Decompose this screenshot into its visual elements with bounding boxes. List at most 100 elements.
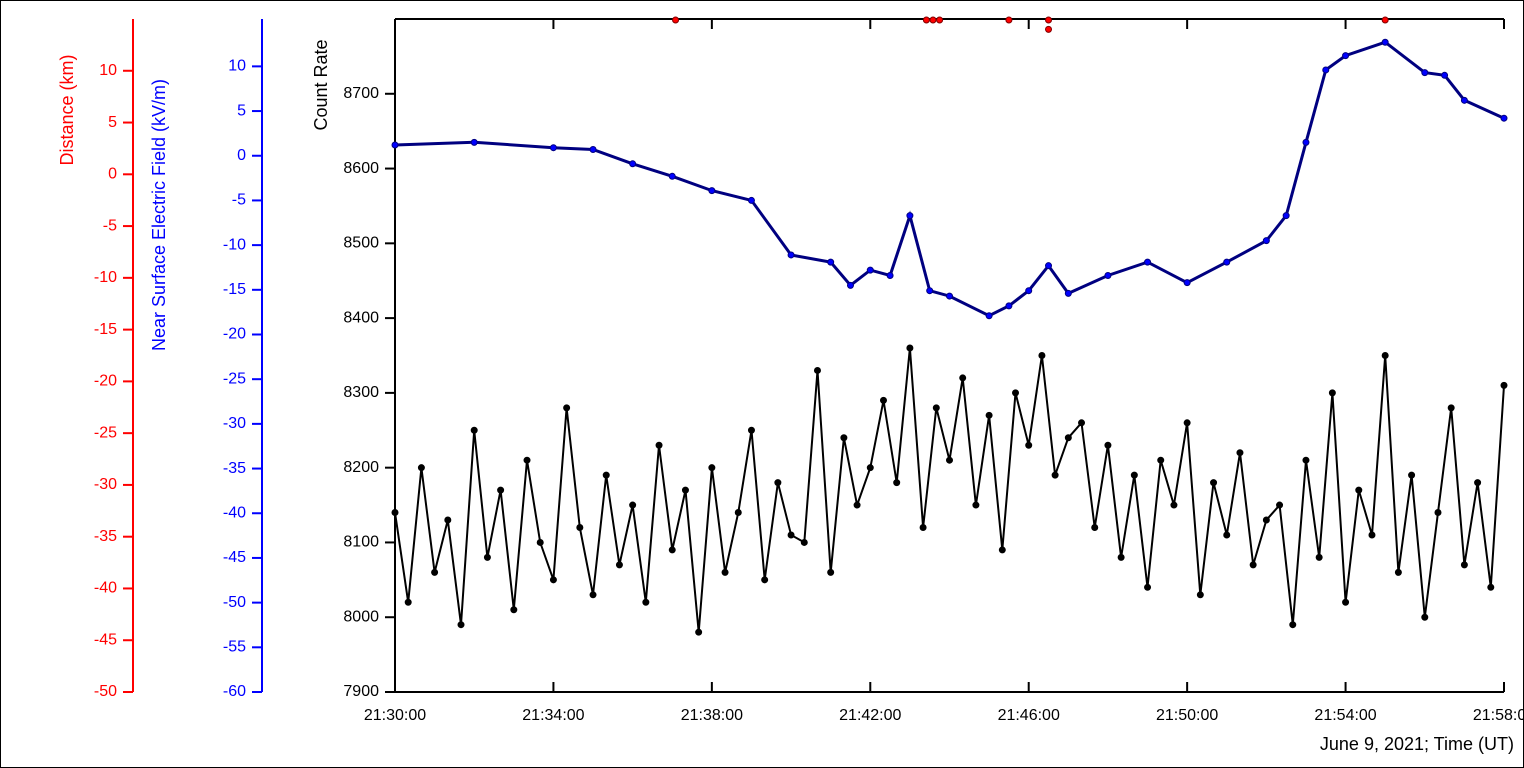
data-point xyxy=(1500,381,1508,389)
data-point xyxy=(1025,287,1033,295)
data-point xyxy=(1460,96,1468,104)
data-point xyxy=(1322,66,1330,74)
x-tick-label: 21:34:00 xyxy=(522,707,584,724)
data-point xyxy=(1381,38,1389,46)
data-point xyxy=(827,568,835,576)
data-point xyxy=(1262,237,1270,245)
data-point xyxy=(391,141,399,149)
y-tick-label: -20 xyxy=(94,373,117,390)
data-point xyxy=(1078,419,1086,427)
data-point xyxy=(1223,531,1231,539)
data-point xyxy=(629,160,637,168)
data-point xyxy=(417,464,425,472)
data-point xyxy=(1302,138,1310,146)
x-tick-label: 21:38:00 xyxy=(681,707,743,724)
data-point xyxy=(1421,69,1429,77)
data-point xyxy=(1315,553,1323,561)
data-point xyxy=(866,464,874,472)
data-point xyxy=(483,553,491,561)
data-point xyxy=(1005,302,1013,310)
x-label: June 9, 2021; Time (UT) xyxy=(1320,734,1514,754)
data-point xyxy=(1064,434,1072,442)
data-point xyxy=(1394,568,1402,576)
data-point xyxy=(998,546,1006,554)
y-tick-label: 8700 xyxy=(343,85,379,102)
data-point xyxy=(886,272,894,280)
data-point xyxy=(1104,272,1112,280)
data-point xyxy=(1045,25,1053,33)
data-point xyxy=(813,366,821,374)
data-point xyxy=(695,628,703,636)
y-tick-label: 8300 xyxy=(343,384,379,401)
y-tick-label: -5 xyxy=(232,192,246,209)
y-tick-label: 8600 xyxy=(343,160,379,177)
data-point xyxy=(1045,262,1053,270)
y-tick-label: 8500 xyxy=(343,235,379,252)
y-tick-label: 5 xyxy=(237,102,246,119)
data-point xyxy=(549,576,557,584)
y-tick-label: -45 xyxy=(223,549,246,566)
data-point xyxy=(1441,71,1449,79)
data-point xyxy=(879,396,887,404)
data-point xyxy=(1302,456,1310,464)
x-tick-label: 21:42:00 xyxy=(839,707,901,724)
data-point xyxy=(1408,471,1416,479)
data-point xyxy=(1434,509,1442,517)
y-tick-label: -35 xyxy=(94,528,117,545)
data-point xyxy=(926,287,934,295)
data-point xyxy=(1381,352,1389,359)
y-tick-label: -20 xyxy=(223,326,246,343)
data-point xyxy=(1051,471,1059,479)
data-point xyxy=(1282,212,1290,220)
data-point xyxy=(846,281,854,289)
data-point xyxy=(929,16,937,24)
data-point xyxy=(1196,591,1204,599)
data-point xyxy=(470,138,478,146)
data-point xyxy=(840,434,848,442)
data-point xyxy=(563,404,571,412)
y-tick-label: -60 xyxy=(223,683,246,700)
y-tick-label: -25 xyxy=(223,370,246,387)
y-tick-label: -35 xyxy=(223,460,246,477)
data-point xyxy=(708,187,716,195)
y-tick-label: 8200 xyxy=(343,459,379,476)
data-point xyxy=(510,606,518,614)
data-point xyxy=(919,523,927,531)
data-point xyxy=(734,509,742,517)
data-point xyxy=(906,344,914,352)
data-point xyxy=(1183,419,1191,427)
data-point xyxy=(404,598,412,606)
x-tick-label: 21:54:00 xyxy=(1314,707,1376,724)
y-tick-label: -5 xyxy=(103,217,117,234)
data-point xyxy=(1328,389,1336,397)
data-point xyxy=(1289,621,1297,629)
y-label: Count Rate xyxy=(311,39,331,130)
y-tick-label: 8100 xyxy=(343,534,379,551)
data-point xyxy=(1487,583,1495,591)
data-point xyxy=(1355,486,1363,494)
data-point xyxy=(655,441,663,449)
y-tick-label: 10 xyxy=(228,58,246,75)
y-tick-label: -55 xyxy=(223,639,246,656)
y-tick-label: -45 xyxy=(94,631,117,648)
data-point xyxy=(1223,258,1231,266)
x-tick-label: 21:58:00 xyxy=(1473,707,1524,724)
y-tick-label: 10 xyxy=(99,62,117,79)
data-point xyxy=(932,404,940,412)
data-point xyxy=(589,145,597,153)
data-point xyxy=(1157,456,1165,464)
x-tick-label: 21:30:00 xyxy=(364,707,426,724)
data-point xyxy=(1210,479,1218,487)
data-point xyxy=(761,576,769,584)
data-point xyxy=(1144,258,1152,266)
y-tick-label: -10 xyxy=(223,236,246,253)
data-point xyxy=(642,598,650,606)
data-point xyxy=(668,172,676,180)
data-point xyxy=(906,212,914,220)
data-point xyxy=(576,523,584,531)
data-point xyxy=(787,531,795,539)
data-point xyxy=(681,486,689,494)
data-point xyxy=(959,374,967,382)
y-tick-label: -30 xyxy=(94,476,117,493)
data-point xyxy=(936,16,944,24)
